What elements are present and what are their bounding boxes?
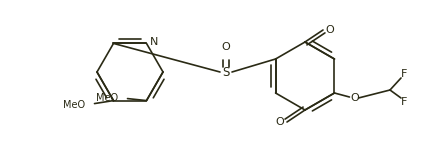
Text: O: O: [221, 42, 230, 52]
Text: N: N: [150, 37, 158, 47]
Text: O: O: [326, 25, 334, 35]
Text: MeO: MeO: [63, 100, 85, 110]
Text: O: O: [350, 93, 359, 103]
Text: S: S: [222, 66, 230, 78]
Text: F: F: [401, 69, 407, 79]
Text: F: F: [401, 97, 407, 107]
Text: MeO: MeO: [96, 93, 119, 103]
Text: O: O: [276, 117, 284, 127]
